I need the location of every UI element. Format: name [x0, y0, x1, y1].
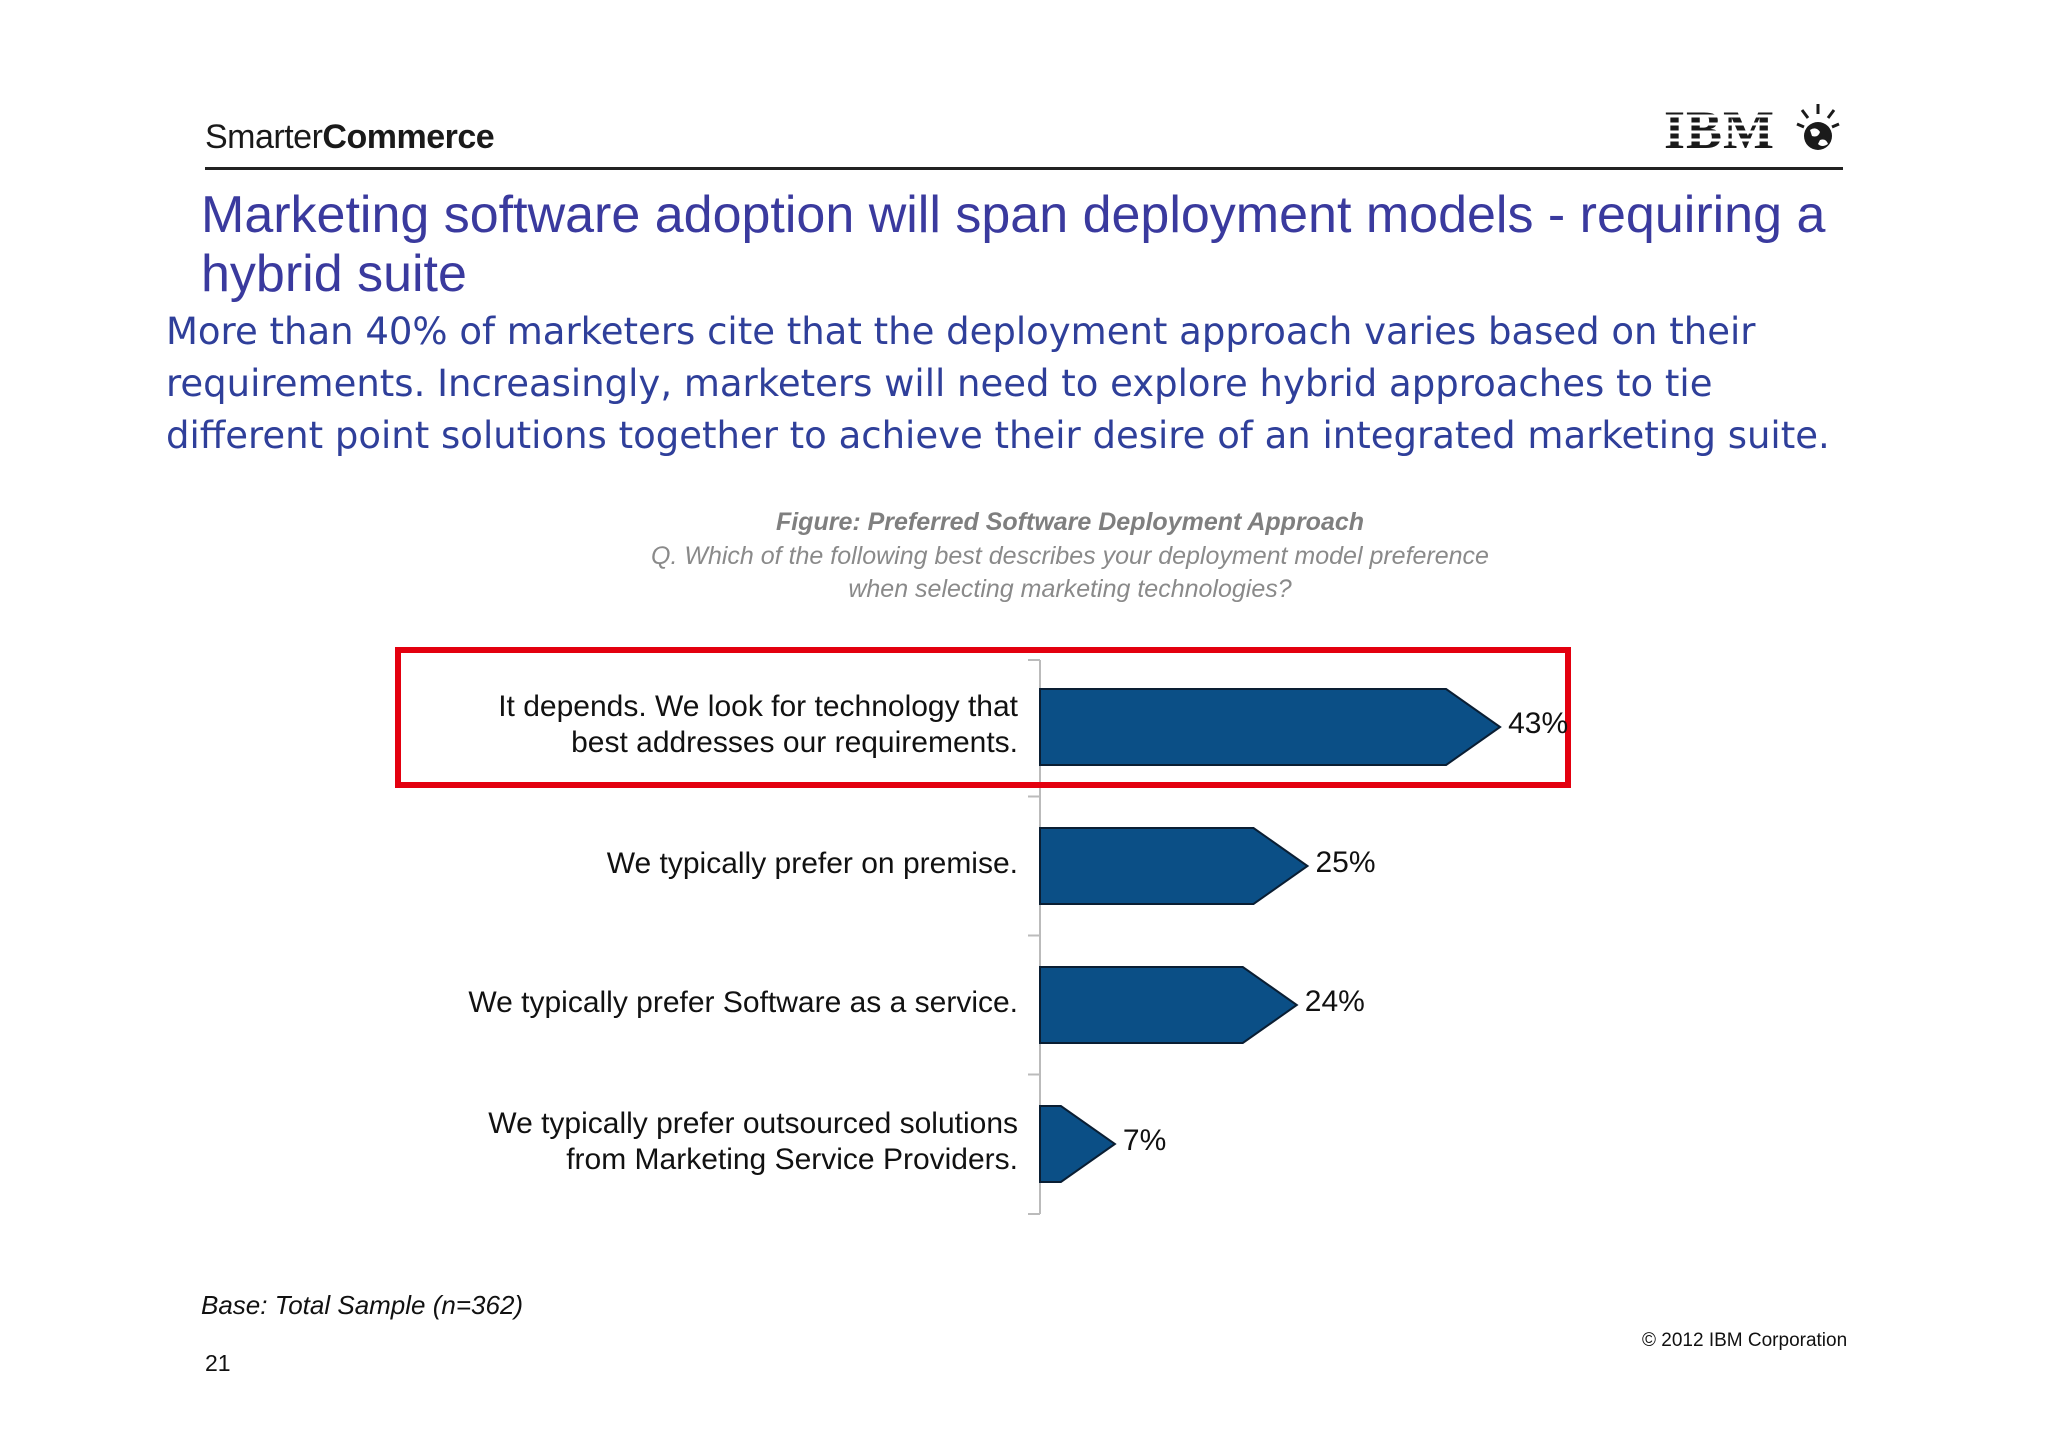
category-label: We typically prefer outsourced solutions…	[378, 1106, 1018, 1178]
base-note: Base: Total Sample (n=362)	[201, 1290, 524, 1320]
category-label: We typically prefer on premise.	[378, 846, 1018, 882]
highlight-box	[395, 647, 1571, 788]
category-label-line: We typically prefer Software as a servic…	[468, 986, 1018, 1019]
data-label: 7%	[1122, 1124, 1167, 1157]
figure-question-line-2: when selecting marketing technologies?	[848, 575, 1292, 603]
data-label: 25%	[1315, 846, 1376, 879]
brand-bold-text: Commerce	[322, 118, 495, 156]
copyright: © 2012 IBM Corporation	[1642, 1330, 1848, 1351]
page-number: 21	[205, 1350, 231, 1376]
bar	[1039, 1105, 1117, 1183]
header-divider	[205, 167, 1843, 170]
category-label: It depends. We look for technology that b…	[378, 689, 1018, 761]
figure-question-line-1: Q. Which of the following best describes…	[651, 542, 1489, 570]
slide-subtitle: More than 40% of marketers cite that the…	[166, 310, 1830, 457]
bar	[1039, 688, 1502, 766]
page-title: Marketing software adoption will span de…	[201, 186, 1826, 303]
bar	[1039, 827, 1310, 905]
category-label-line: best addresses our requirements.	[571, 726, 1018, 759]
category-label-line: from Marketing Service Providers.	[566, 1143, 1018, 1176]
ibm-logo-text: IBM	[1664, 100, 1775, 160]
bar	[1039, 966, 1299, 1044]
category-label-line: We typically prefer on premise.	[606, 847, 1018, 880]
data-label: 24%	[1304, 985, 1365, 1018]
figure-title: Figure: Preferred Software Deployment Ap…	[775, 508, 1365, 536]
category-label-line: We typically prefer outsourced solutions	[488, 1107, 1018, 1140]
category-label-line: It depends. We look for technology that	[498, 690, 1018, 723]
globe-icon	[1796, 104, 1840, 150]
data-label: 43%	[1508, 707, 1569, 740]
category-label: We typically prefer Software as a servic…	[378, 985, 1018, 1021]
figure-question: Q. Which of the following best describes…	[560, 540, 1580, 606]
brand-light-text: Smarter	[205, 118, 323, 156]
smartercommerce-logo: SmarterCommerce	[205, 118, 495, 157]
ibm-logo: IBM	[1664, 100, 1840, 160]
